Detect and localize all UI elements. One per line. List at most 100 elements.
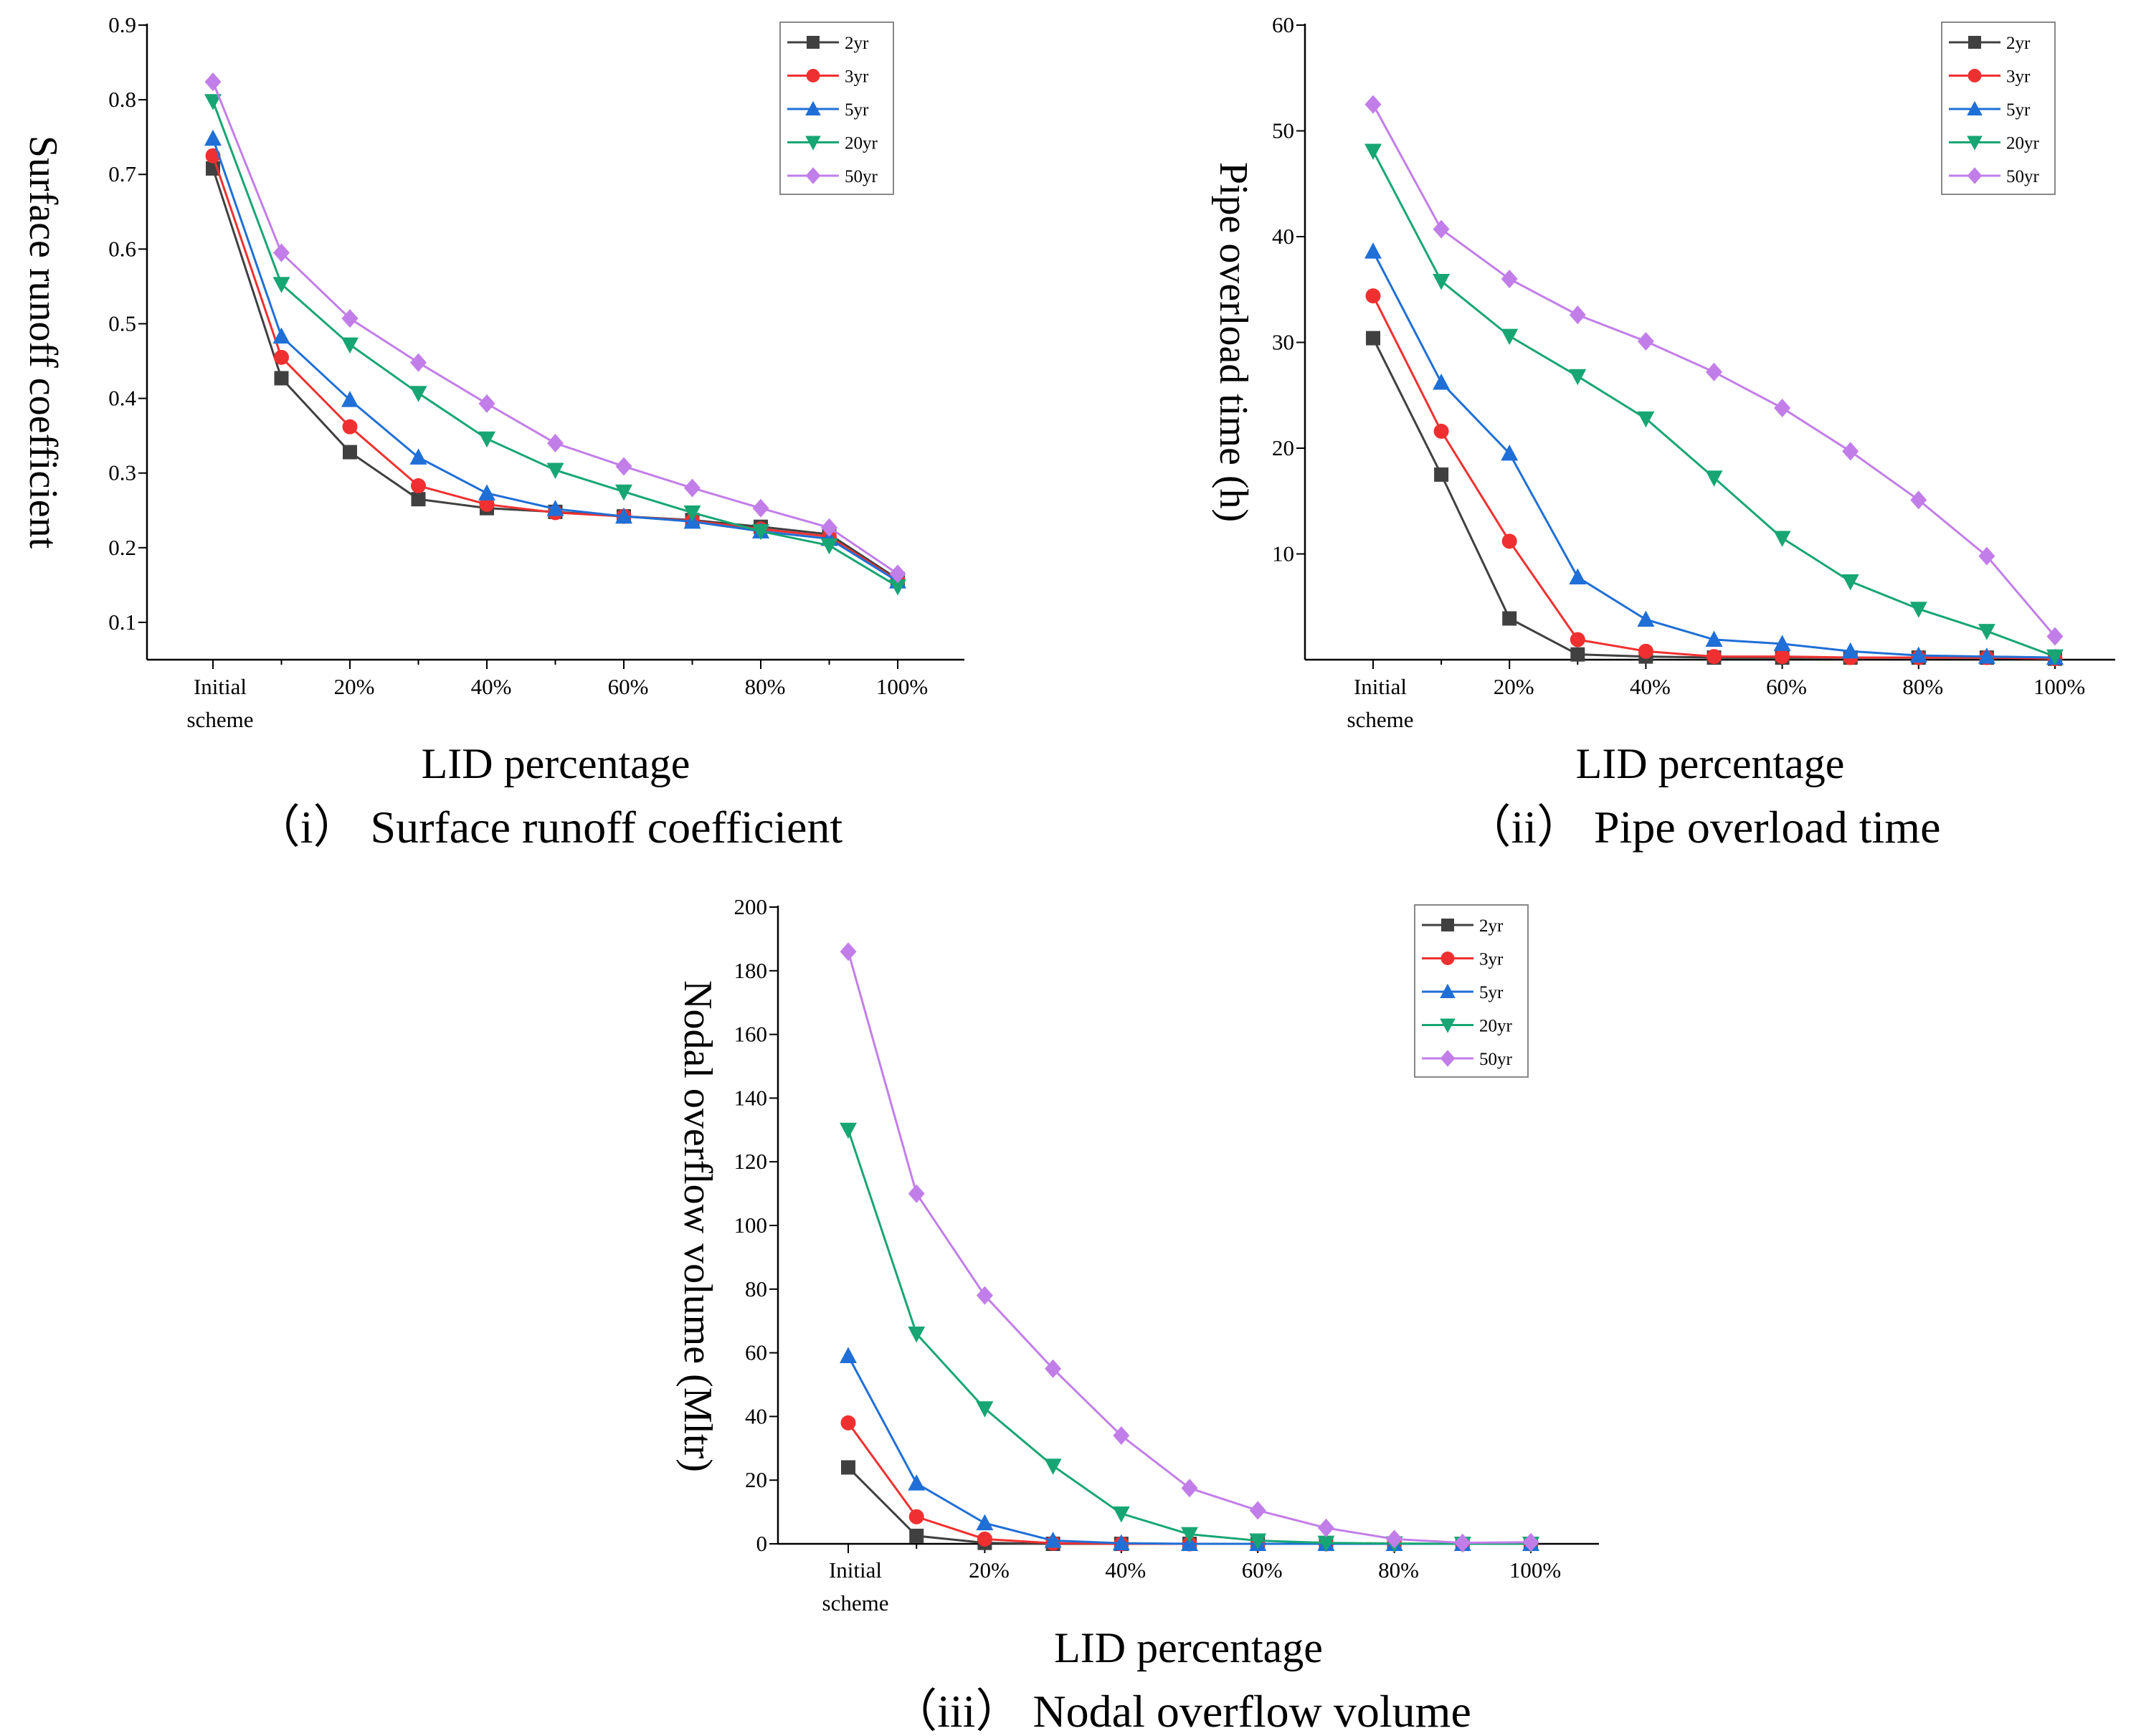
series-line (1372, 250, 2056, 659)
data-point (546, 500, 564, 516)
series-50yr (1364, 95, 2064, 646)
legend-label: 2yr (2006, 34, 2031, 53)
data-point (1364, 95, 1382, 114)
data-point (272, 327, 290, 344)
data-point (1454, 1533, 1471, 1552)
data-point (273, 243, 290, 262)
data-point (1365, 288, 1381, 304)
legend-label: 5yr (2006, 100, 2031, 120)
x-tick-label: 40% (1630, 674, 1671, 699)
series-5yr (1364, 242, 2064, 665)
data-point (341, 391, 359, 407)
data-point (889, 579, 906, 596)
data-point (1978, 546, 1995, 566)
data-point (1909, 602, 1927, 618)
series-20yr (1364, 143, 2064, 666)
data-point (841, 1460, 855, 1475)
legend-swatch-marker (1440, 1050, 1456, 1067)
x-tick-label: 20% (334, 674, 375, 699)
data-point (1774, 398, 1791, 417)
data-point (272, 277, 290, 293)
y-tick-label: 0.4 (108, 386, 136, 411)
y-tick-label: 60 (1272, 12, 1294, 37)
data-point (1044, 1458, 1062, 1475)
data-point (409, 448, 427, 465)
series-line (847, 1355, 1531, 1545)
data-point (1433, 423, 1449, 439)
data-point (1522, 1532, 1539, 1552)
data-point (1317, 1518, 1334, 1537)
data-point (1909, 646, 1927, 663)
data-point (341, 337, 359, 354)
legend-label: 5yr (845, 100, 869, 120)
x-axis-label: LID percentage (422, 740, 690, 787)
data-point (1775, 649, 1790, 665)
data-point (820, 538, 838, 555)
y-tick-label: 0.8 (108, 87, 136, 112)
data-point (1433, 219, 1450, 239)
x-tick-label-line: scheme (822, 1590, 889, 1616)
data-point (840, 1347, 857, 1364)
data-point (1638, 643, 1653, 659)
data-point (204, 129, 222, 146)
data-point (1842, 442, 1859, 461)
x-tick-label-line: scheme (1347, 707, 1414, 732)
data-point (1249, 1533, 1267, 1550)
data-point (1637, 411, 1655, 428)
data-point (1501, 328, 1519, 346)
x-tick-label: 100% (2033, 674, 2085, 699)
series-line (1372, 150, 2056, 658)
legend-swatch-marker (805, 136, 821, 151)
data-point (1317, 1535, 1335, 1552)
data-point (342, 419, 358, 435)
data-point (1705, 630, 1723, 647)
data-point (1978, 624, 1995, 640)
y-axis-label: Pipe overload time (h) (1211, 162, 1256, 522)
data-point (977, 1531, 992, 1547)
y-tick-label: 80 (745, 1276, 767, 1301)
data-point (546, 463, 564, 480)
y-tick-label: 0.6 (108, 236, 136, 261)
legend-label: 20yr (845, 134, 878, 153)
data-point (752, 498, 769, 518)
data-point (204, 94, 222, 110)
data-point (410, 353, 427, 372)
legend-swatch-marker (1440, 952, 1455, 965)
data-point (1181, 1479, 1198, 1498)
data-point (1570, 647, 1585, 662)
legend-label: 20yr (2006, 134, 2040, 153)
data-point (1364, 242, 1382, 259)
legend-swatch-marker (806, 69, 820, 82)
x-axis-label: LID percentage (1576, 740, 1845, 787)
x-tick-label: Initial scheme (822, 1557, 889, 1616)
data-point (752, 523, 769, 541)
x-tick-label: 20% (969, 1557, 1010, 1583)
data-point (1569, 568, 1587, 584)
data-point (683, 505, 701, 522)
series-20yr (204, 94, 906, 596)
data-point (343, 445, 357, 460)
data-point (908, 1184, 925, 1203)
legend-swatch-marker (805, 167, 821, 184)
data-point (1501, 270, 1518, 288)
data-point (1841, 574, 1859, 591)
legend-label: 50yr (1479, 1050, 1513, 1069)
legend-swatch-marker (1967, 136, 1983, 151)
data-point (1113, 1426, 1130, 1446)
legend: 2yr 3yr 5yr 20yr 50yr (1414, 904, 1529, 1078)
data-point (840, 1415, 856, 1431)
x-tick-label: Initial scheme (1347, 674, 1414, 732)
series-50yr (840, 942, 1539, 1552)
series-5yr (840, 1347, 1539, 1551)
legend-swatch-marker (805, 100, 821, 115)
x-axis-label: LID percentage (1054, 1624, 1323, 1671)
y-tick-label: 160 (734, 1022, 768, 1047)
legend-swatch-marker (1440, 983, 1456, 998)
y-tick-label: 200 (734, 894, 768, 919)
y-tick-label: 0.3 (108, 460, 136, 485)
data-point (1364, 143, 1382, 161)
legend-swatch-marker (1967, 100, 1983, 115)
data-point (1249, 1501, 1266, 1520)
y-tick-label: 30 (1272, 330, 1294, 355)
y-tick-label: 20 (745, 1467, 767, 1492)
